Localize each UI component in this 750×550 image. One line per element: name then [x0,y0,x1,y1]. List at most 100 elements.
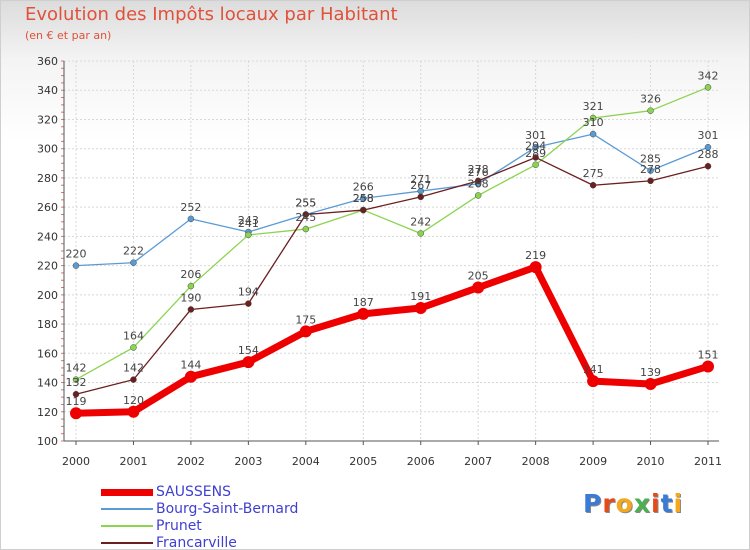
y-tick-label: 160 [37,347,58,360]
data-point [184,370,197,383]
y-tick-label: 260 [37,201,58,214]
data-label: 310 [583,116,604,129]
legend-swatch [101,489,153,496]
data-point [187,306,195,313]
data-label: 258 [353,192,374,205]
data-point [414,302,427,314]
data-point [130,376,137,383]
data-point [647,107,654,114]
legend-item: Prunet [101,518,361,535]
data-label: 191 [410,290,431,303]
data-point [587,375,600,388]
data-label: 205 [468,270,489,283]
y-tick-label: 120 [37,406,58,419]
data-label: 245 [295,211,316,224]
data-label: 294 [525,139,546,152]
y-tick-label: 140 [37,377,58,390]
data-label: 258 [353,192,374,205]
data-label: 276 [468,166,489,179]
x-tick-label: 2010 [637,455,665,468]
data-point [417,193,424,201]
data-point [187,282,195,290]
legend: SAUSSENS Bourg-Saint-Bernard Prunet Francar… [101,484,361,550]
logo-letter: i [651,489,661,518]
y-tick-label: 280 [37,172,58,185]
data-label: 139 [640,366,661,379]
legend-item: Francarville [101,535,361,550]
data-label: 120 [123,394,144,407]
legend-item: SAUSSENS [101,484,361,501]
y-tick-label: 320 [37,113,58,126]
data-point [474,177,482,185]
x-tick-label: 2003 [234,455,262,468]
data-point [644,378,657,390]
data-point [702,360,714,373]
data-point [474,192,482,199]
y-tick-label: 200 [37,289,58,302]
data-point [360,206,367,214]
data-point [529,261,542,274]
logo-letter: P [583,489,603,518]
data-label: 301 [698,129,719,142]
data-label: 220 [66,248,87,261]
legend-swatch [101,525,153,527]
data-point [647,167,654,174]
legend-swatch [101,542,153,544]
y-tick-label: 180 [37,318,58,331]
chart-subtitle: (en € et par an) [25,29,112,42]
data-label: 190 [180,291,201,304]
data-point [72,390,80,398]
y-tick-label: 300 [37,143,58,156]
data-label: 187 [353,296,374,309]
legend-label: SAUSSENS [156,484,231,500]
data-label: 268 [468,177,489,190]
data-label: 255 [295,196,316,209]
x-tick-label: 2006 [407,455,435,468]
data-point [127,405,140,418]
logo-letter: o [615,489,634,518]
y-tick-label: 240 [37,230,58,243]
data-label: 119 [66,395,87,408]
data-label: 144 [180,359,201,372]
legend-item: Bourg-Saint-Bernard [101,501,361,518]
data-point [187,215,195,223]
series-line [75,86,709,381]
logo-letter: r [602,489,616,518]
data-label: 278 [468,163,489,176]
data-point [589,114,597,122]
series-line [72,263,712,417]
data-point [417,230,424,237]
data-label: 255 [295,196,316,209]
data-label: 321 [583,100,604,113]
x-tick-label: 2007 [464,455,492,468]
legend-swatch [101,508,153,510]
data-label: 222 [123,245,144,258]
data-point [302,225,310,233]
logo-letter: t [660,489,674,518]
data-label: 175 [295,313,316,326]
data-label: 289 [525,147,546,160]
y-tick-label: 340 [37,84,58,97]
data-label: 301 [525,129,546,142]
x-tick-label: 2004 [292,455,320,468]
data-label: 154 [238,344,259,357]
legend-label: Prunet [156,518,202,534]
data-label: 141 [583,363,604,376]
data-point [357,307,370,320]
x-tick-label: 2001 [119,455,147,468]
data-label: 326 [640,93,661,106]
data-label: 275 [583,167,604,180]
x-tick-label: 2008 [522,455,550,468]
data-point [704,143,712,151]
data-point [302,211,310,218]
legend-label: Francarville [156,535,237,550]
x-tick-label: 2011 [694,455,722,468]
series-line [75,156,709,395]
x-tick-label: 2002 [177,455,205,468]
x-tick-label: 2009 [579,455,607,468]
data-point [299,325,312,338]
data-label: 267 [410,179,431,192]
data-label: 252 [180,201,201,214]
data-label: 194 [238,286,259,299]
data-point [245,231,252,239]
